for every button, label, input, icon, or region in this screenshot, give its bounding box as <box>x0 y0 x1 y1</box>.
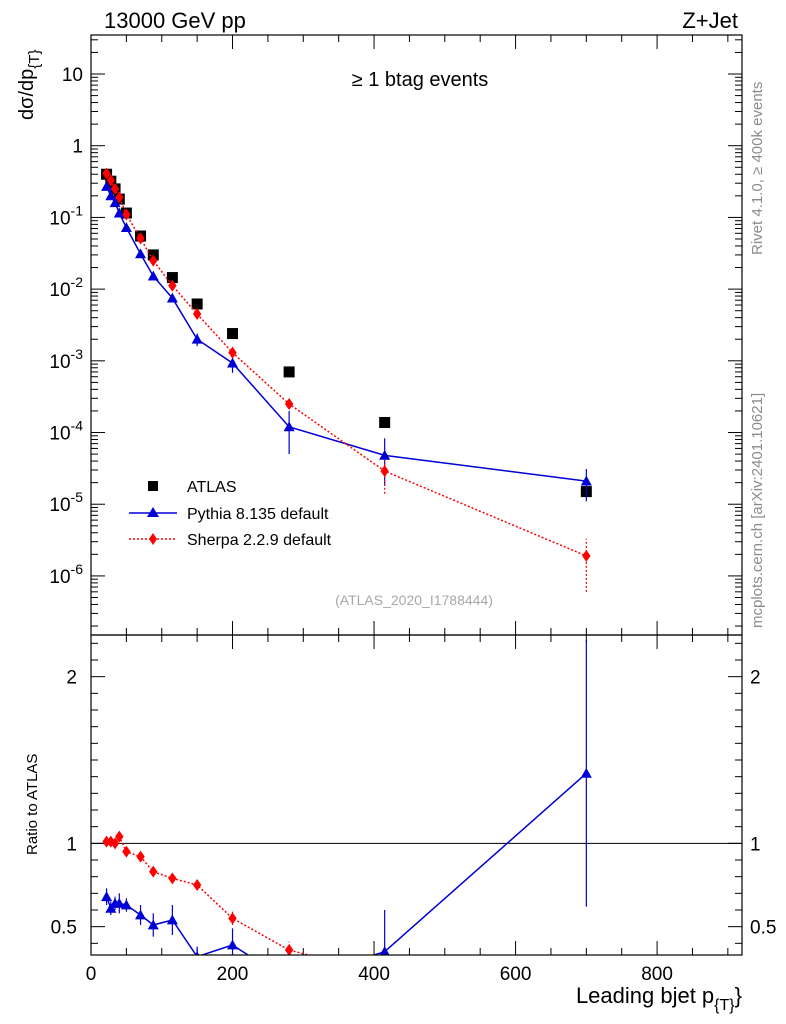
ratio-xtick-label: 200 <box>217 964 249 985</box>
sherpa-ratio-point <box>115 830 124 843</box>
ratio-ytick-label-right: 1 <box>750 834 761 855</box>
pythia-point <box>166 292 178 303</box>
main-ytick-label: 10-5 <box>49 489 83 516</box>
pythia-point <box>135 248 147 259</box>
sherpa-point <box>102 167 111 180</box>
legend-sherpa-marker <box>149 533 157 545</box>
ratio-xtick-label: 800 <box>641 964 673 985</box>
ratio-ytick-label-right: 2 <box>750 668 761 689</box>
sherpa-ratio-point <box>110 837 120 850</box>
ratio-ytick-label-right: 0.5 <box>750 918 776 939</box>
pythia-point <box>101 180 113 191</box>
main-ytick-label: 10 <box>62 65 83 86</box>
sherpa-ratio-point <box>122 845 131 858</box>
header-right: Z+Jet <box>682 8 738 33</box>
pythia-ratio-point <box>166 914 178 925</box>
ratio-panel: 0.5 0.5 1 1 2 2 0 200 400 600 800 Ratio to ATLAS L… <box>24 634 776 1014</box>
pythia-ratio-point <box>580 767 592 778</box>
pythia-point <box>109 197 121 208</box>
pythia-ratio-point <box>195 951 200 955</box>
pythia-ratio-point <box>105 902 117 913</box>
ratio-xtick-label: 600 <box>500 964 532 985</box>
ratio-xtick-label: 400 <box>358 964 390 985</box>
pythia-point <box>105 190 117 201</box>
sherpa-point <box>149 254 158 267</box>
pythia-point <box>580 475 592 486</box>
legend-atlas: ATLAS <box>187 479 237 496</box>
sherpa-point <box>228 346 237 359</box>
main-ytick-label: 10-6 <box>49 561 83 588</box>
main-panel: 10 1 10-1 10-2 10-3 10-4 10-5 10-6 ≥ 1 btag eve… <box>16 34 743 636</box>
sherpa-ratio-point <box>228 912 237 925</box>
main-ytick-label: 10-2 <box>49 274 83 301</box>
pythia-point <box>379 449 391 460</box>
sherpa-ratio-point <box>102 835 111 848</box>
rivet-label: Rivet 4.1.0, ≥ 400k events <box>749 82 766 255</box>
pythia-ratio-point <box>284 976 295 986</box>
sherpa-point <box>122 208 131 221</box>
pythia-ratio-point <box>147 919 159 930</box>
main-ytick-label: 10-1 <box>49 202 83 229</box>
sherpa-point <box>106 174 116 187</box>
pythia-point <box>283 421 295 432</box>
sherpa-ratio-point <box>192 879 202 891</box>
sherpa-point <box>110 182 120 195</box>
main-ytick-label: 10-3 <box>49 346 83 373</box>
pythia-ratio-line <box>105 772 587 955</box>
sherpa-point <box>380 465 389 478</box>
pythia-ratio-point <box>113 897 125 908</box>
atlas-point <box>283 366 295 378</box>
pythia-point <box>191 333 203 344</box>
atlas-point <box>166 272 178 284</box>
sherpa-ratio-point <box>106 835 116 848</box>
sherpa-point <box>168 279 177 292</box>
pythia-ratio-point <box>227 939 239 950</box>
ratio-ylabel: Ratio to ATLAS <box>24 754 41 855</box>
pythia-point <box>113 207 125 218</box>
ratio-ytick-label: 1 <box>66 834 77 855</box>
legend-pythia: Pythia 8.135 default <box>187 506 329 523</box>
panel-title: ≥ 1 btag events <box>352 69 489 91</box>
pythia-point <box>120 222 132 233</box>
sherpa-point <box>284 397 294 410</box>
main-ytick-label: 10-4 <box>49 418 83 445</box>
pythia-point <box>227 357 239 368</box>
ratio-ytick-label: 2 <box>66 668 77 689</box>
legend-pythia-marker <box>147 507 159 517</box>
legend-atlas-marker <box>148 481 158 491</box>
sherpa-ratio-point <box>149 865 158 878</box>
sherpa-ratio-point <box>168 872 177 885</box>
x-axis-label: Leading bjet p{T}} <box>576 983 742 1014</box>
sherpa-ratio-point <box>136 850 145 863</box>
atlas-point <box>191 298 203 310</box>
sherpa-point <box>115 191 124 204</box>
pythia-ratio-point <box>120 899 132 910</box>
main-ytick-label: 1 <box>72 137 83 158</box>
atlas-point <box>227 328 239 340</box>
pythia-ratio-point <box>101 891 113 902</box>
legend: ATLAS Pythia 8.135 default Sherpa 2.2.9 … <box>129 479 332 549</box>
sherpa-point <box>192 307 202 320</box>
pythia-ratio-point <box>135 909 147 920</box>
sherpa-point <box>136 232 145 245</box>
pythia-ratio-point <box>379 946 390 955</box>
ratio-xtick-label: 0 <box>86 964 97 985</box>
atlas-point <box>379 416 391 428</box>
pythia-line <box>105 186 587 482</box>
legend-sherpa: Sherpa 2.2.9 default <box>187 532 332 549</box>
pythia-point <box>147 270 159 281</box>
ratio-ytick-label: 0.5 <box>51 918 77 939</box>
main-ylabel: dσ/dp{T} <box>16 50 43 120</box>
analysis-id: (ATLAS_2020_I1788444) <box>335 592 493 608</box>
sherpa-ratio-point <box>284 944 294 955</box>
mcplots-label: mcplots.cern.ch [arXiv:2401.10621] <box>749 393 766 628</box>
sherpa-line <box>105 173 587 557</box>
sherpa-point <box>582 549 591 562</box>
header-left: 13000 GeV pp <box>104 8 246 33</box>
ratio-frame <box>90 634 743 956</box>
